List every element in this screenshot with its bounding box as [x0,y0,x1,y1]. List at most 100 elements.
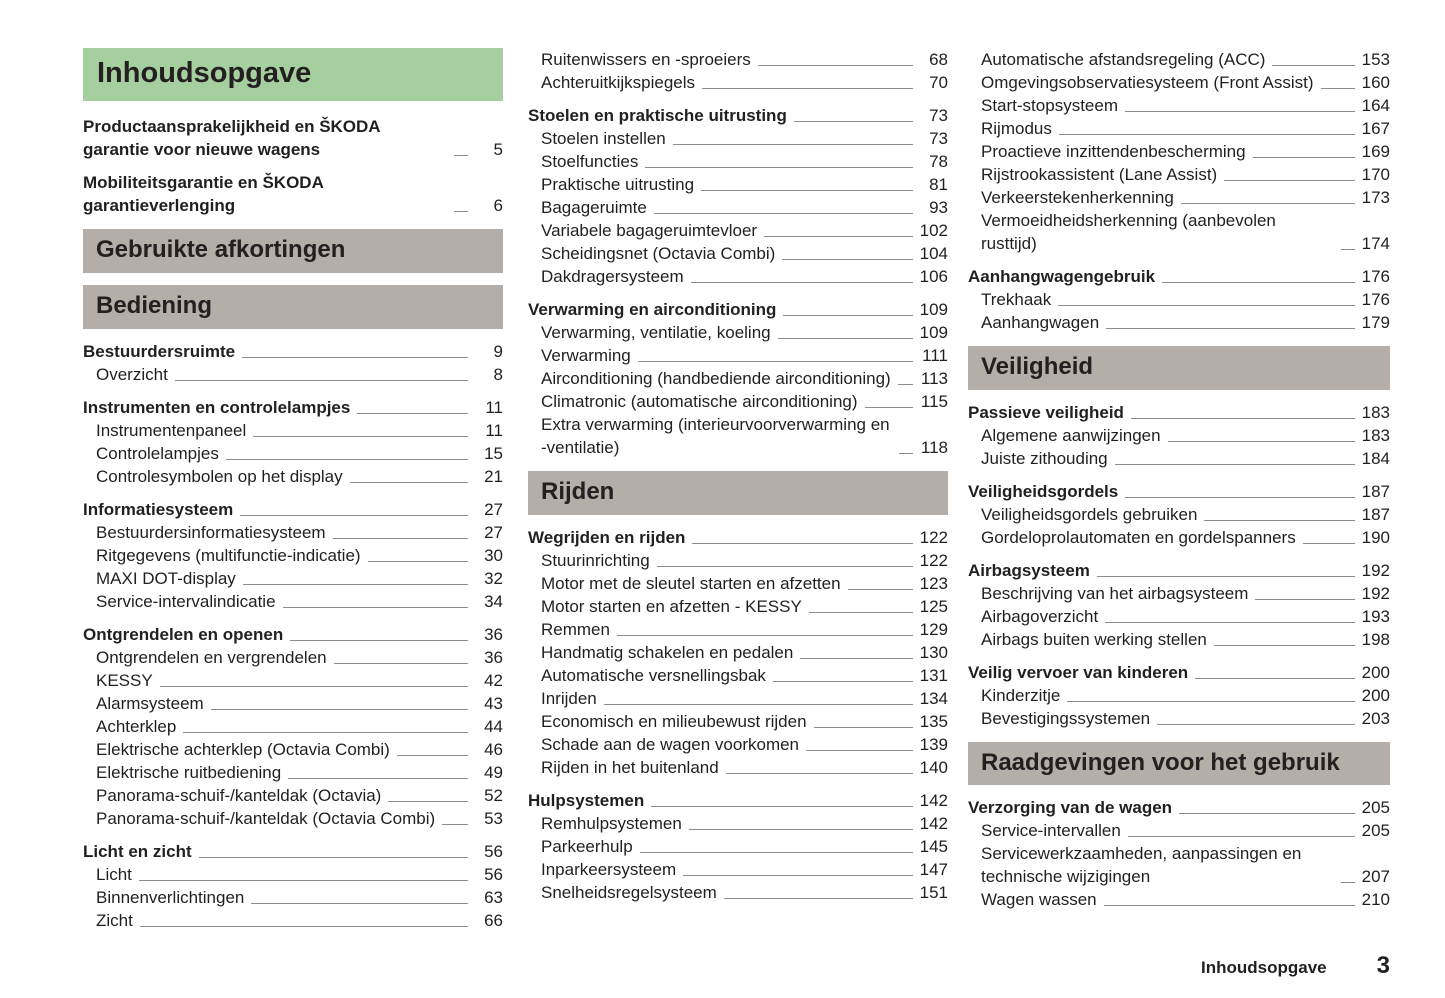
leader-line [240,514,468,516]
leader-line [396,754,468,756]
toc-entry: Economisch en milieubewust rijden 135 [528,710,948,733]
leader-line [723,897,913,899]
toc-entry-label: Motor met de sleutel starten en afzetten [541,573,841,593]
toc-entry-label: Airbagsysteem [968,560,1090,580]
toc-entry-page: 140 [919,757,948,777]
toc-entry-page: 145 [919,836,948,856]
leader-line [242,356,468,358]
toc-entry: Airbagsysteem 192 [968,559,1390,582]
toc-entry-label: Inrijden [541,688,597,708]
toc-entry-label: Hulpsystemen [528,790,645,810]
toc-entry-label: Scheidingsnet (Octavia Combi) [541,244,776,263]
toc-entry-page: 106 [919,267,948,286]
toc-entry-page: 125 [919,596,948,616]
toc-entry: Controlesymbolen op het display 21 [83,465,503,488]
toc-entry: Ruitenwissers en -sproeiers 68 [528,48,948,71]
toc-entry: Kinderzitje 200 [968,684,1390,707]
leader-line [793,121,913,122]
toc-entry-label: Extra verwarming (interieurvoorverwarmin… [541,415,890,457]
toc-entry-page: 34 [484,591,503,611]
toc-entry-page: 70 [929,73,948,92]
toc-entry: Hulpsystemen 142 [528,789,948,812]
toc-entry-page: 207 [1361,867,1390,887]
toc-entry-label: Algemene aanwijzingen [981,425,1161,445]
toc-entry-page: 36 [484,624,503,644]
toc-entry-label: Stuurinrichting [541,550,650,570]
leader-line [701,190,913,191]
toc-entry: Veilig vervoer van kinderen 200 [968,661,1390,684]
leader-line [1179,813,1355,815]
toc-entry-page: 56 [484,841,503,861]
toc-entry-page: 122 [919,550,948,570]
toc-entry: Verwarming, ventilatie, koeling 109 [528,321,948,344]
toc-entry: Licht en zicht 56 [83,840,503,863]
toc-entry-page: 6 [493,196,503,216]
leader-line [683,874,913,876]
toc-entry: Variabele bagageruimtevloer 102 [528,219,948,242]
leader-line [1195,677,1355,679]
toc-group: Bestuurdersruimte 9 Overzicht 8 [83,340,503,386]
toc-entry: Remhulpsystemen 142 [528,812,948,835]
toc-entry-page: 192 [1361,583,1390,603]
toc-entry-label: Wagen wassen [981,890,1097,910]
leader-line [242,583,468,585]
toc-entry: Rijmodus 167 [968,117,1390,140]
toc-entry-label: Inparkeersysteem [541,859,677,879]
toc-entry-label: Schade aan de wagen voorkomen [541,734,800,754]
toc-entry-page: 36 [484,647,503,667]
leader-line [253,435,468,437]
leader-line [639,851,913,853]
leader-line [897,384,913,385]
toc-entry: Informatiesysteem 27 [83,498,503,521]
leader-line [183,731,468,733]
toc-entry-label: Automatische versnellingsbak [541,665,766,685]
toc-entry: Rijden in het buitenland 140 [528,756,948,779]
toc-entry: Stoelen instellen 73 [528,127,948,150]
toc-entry-page: 44 [484,716,503,736]
toc-group: Verzorging van de wagen 205 Service-interv… [968,796,1390,911]
toc-entry-page: 184 [1361,448,1390,468]
toc-entry-label: Bagageruimte [541,198,647,217]
leader-line [1157,723,1355,725]
toc-entry-label: Achterklep [96,716,177,736]
toc-entry: Service-intervallen 205 [968,819,1390,842]
toc-entry-page: 5 [493,140,503,160]
toc-entry-label: Climatronic (automatische airconditionin… [541,392,858,411]
toc-entry: Aanhangwagengebruik 176 [968,265,1390,288]
leader-line [282,606,468,608]
toc-entry: MAXI DOT-display 32 [83,567,503,590]
toc-entry-label: Verkeerstekenherkenning [981,188,1174,207]
toc-entry: Panorama-schuif-/kanteldak (Octavia) 52 [83,784,503,807]
toc-entry: Handmatig schakelen en pedalen 130 [528,641,948,664]
leader-line [454,155,468,157]
toc-entry-label: Servicewerkzaamheden, aanpassingen en te… [981,844,1302,887]
leader-line [808,611,913,613]
leader-line [1340,249,1355,250]
toc-entry: Verwarming en airconditioning 109 [528,298,948,321]
toc-entry-label: Elektrische ruitbediening [96,762,282,782]
leader-line [757,65,913,66]
leader-line [349,481,468,483]
toc-entry: Wagen wassen 210 [968,888,1390,911]
leader-line [651,805,913,807]
toc-entry-page: 200 [1361,662,1390,682]
toc-entry: Veiligheidsgordels 187 [968,480,1390,503]
toc-entry-label: Rijden in het buitenland [541,757,719,777]
toc-entry-page: 174 [1361,234,1390,253]
toc-group: Ruitenwissers en -sproeiers 68 Achteruitki… [528,48,948,94]
toc-entry-page: 160 [1361,73,1390,92]
toc-entry-label: Panorama-schuif-/kanteldak (Octavia) [96,785,382,805]
toc-entry-page: 122 [919,527,948,547]
leader-line [1058,305,1355,306]
toc-entry-label: Controlelampjes [96,443,219,463]
toc-entry: Beschrijving van het airbagsysteem 192 [968,582,1390,605]
section-band: Rijden [528,471,948,515]
toc-entry-page: 49 [484,762,503,782]
toc-entry-label: Productaansprakelijkheid en ŠKODA garant… [83,117,380,160]
leader-line [656,565,913,567]
toc-entry: Climatronic (automatische airconditionin… [528,390,948,413]
toc-entry: Service-intervalindicatie 34 [83,590,503,613]
leader-line [1224,180,1355,181]
toc-entry-label: Airbagoverzicht [981,606,1099,626]
toc-entry-page: 21 [484,466,503,486]
